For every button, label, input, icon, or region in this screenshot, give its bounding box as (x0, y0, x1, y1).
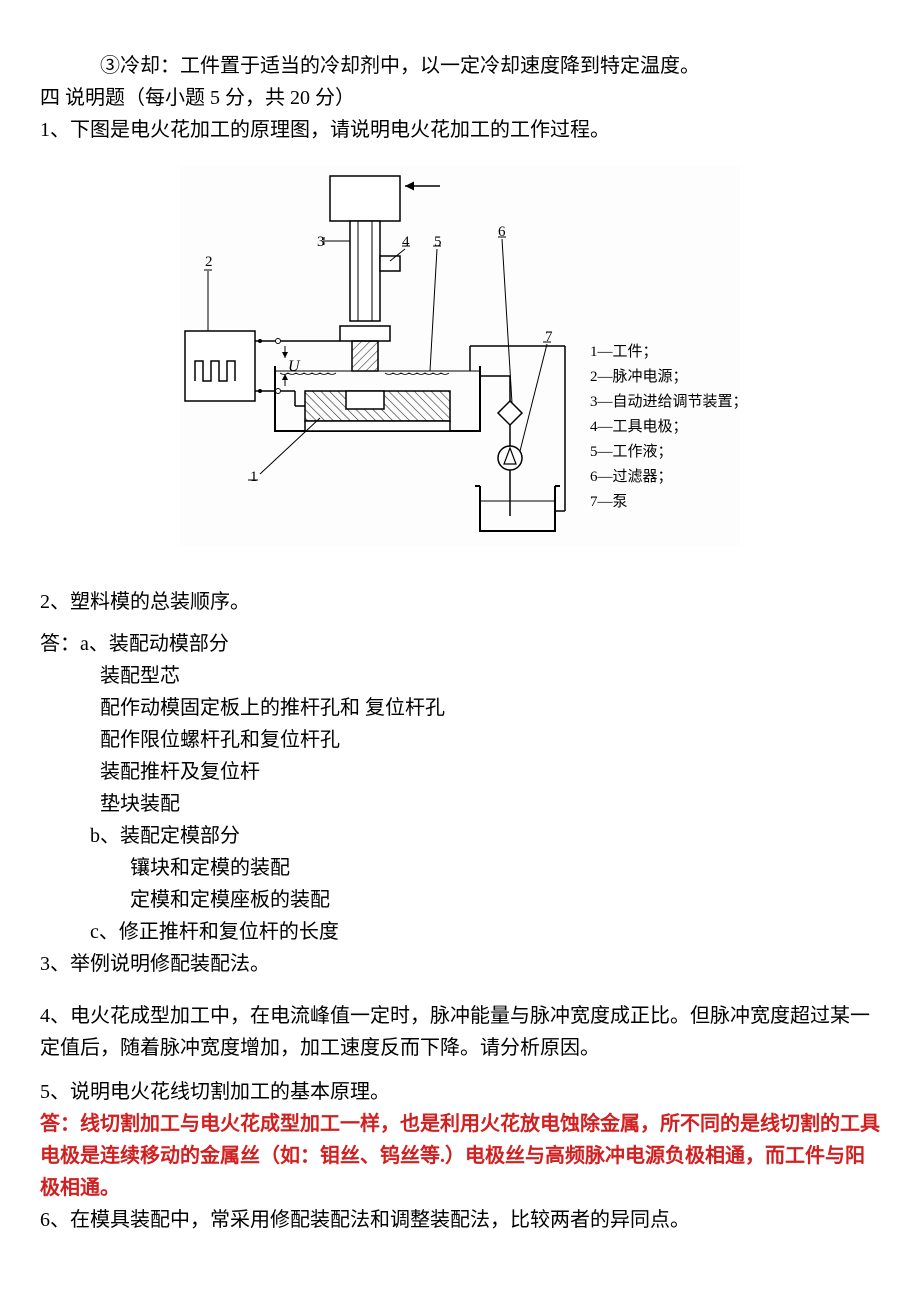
label-6: 6 (498, 224, 506, 240)
q2-a-item: 装配型芯 (40, 660, 880, 692)
q2-a-item: 配作限位螺杆孔和复位杆孔 (40, 724, 880, 756)
question-6: 6、在模具装配中，常采用修配装配法和调整装配法，比较两者的异同点。 (40, 1204, 880, 1236)
question-4: 4、电火花成型加工中，在电流峰值一定时，脉冲能量与脉冲宽度成正比。但脉冲宽度超过… (40, 1000, 880, 1064)
legend-5: 5—工作液； (590, 443, 673, 460)
q2-answer-b: b、装配定模部分 (40, 820, 880, 852)
question-5-answer: 答：线切割加工与电火花成型加工一样，也是利用火花放电蚀除金属，所不同的是线切割的… (40, 1108, 880, 1204)
q2-a-item: 装配推杆及复位杆 (40, 756, 880, 788)
label-5: 5 (434, 234, 442, 250)
q2-answer-c: c、修正推杆和复位杆的长度 (40, 916, 880, 948)
legend-3: 3—自动进给调节装置； (590, 393, 740, 410)
q2-a-item: 垫块装配 (40, 788, 880, 820)
legend-1: 1—工件； (590, 343, 658, 360)
label-4: 4 (402, 234, 410, 250)
edm-diagram: U 2 3 4 5 6 7 1 1—工件； 2—脉冲电源； 3—自动进给调节装置… (180, 166, 740, 546)
label-1: 1 (250, 469, 258, 485)
legend-4: 4—工具电极； (590, 418, 688, 435)
label-u: U (288, 358, 301, 375)
q2-a-item: 配作动模固定板上的推杆孔和 复位杆孔 (40, 692, 880, 724)
q2-b-item: 镶块和定模的装配 (40, 852, 880, 884)
question-5: 5、说明电火花线切割加工的基本原理。 (40, 1076, 880, 1108)
cooling-bullet: ③冷却：工件置于适当的冷却剂中，以一定冷却速度降到特定温度。 (40, 50, 880, 82)
question-2: 2、塑料模的总装顺序。 (40, 586, 880, 618)
legend-7: 7—泵 (590, 494, 628, 510)
legend-6: 6—过滤器； (590, 468, 673, 485)
label-2: 2 (205, 254, 213, 270)
section-header: 四 说明题（每小题 5 分，共 20 分） (40, 82, 880, 114)
q2-b-item: 定模和定模座板的装配 (40, 884, 880, 916)
label-3: 3 (317, 234, 325, 250)
q2-answer-a: 答：a、装配动模部分 (40, 628, 880, 660)
label-7: 7 (545, 329, 553, 345)
question-1: 1、下图是电火花加工的原理图，请说明电火花加工的工作过程。 (40, 114, 880, 146)
legend-2: 2—脉冲电源； (590, 368, 688, 385)
question-3: 3、举例说明修配装配法。 (40, 948, 880, 980)
